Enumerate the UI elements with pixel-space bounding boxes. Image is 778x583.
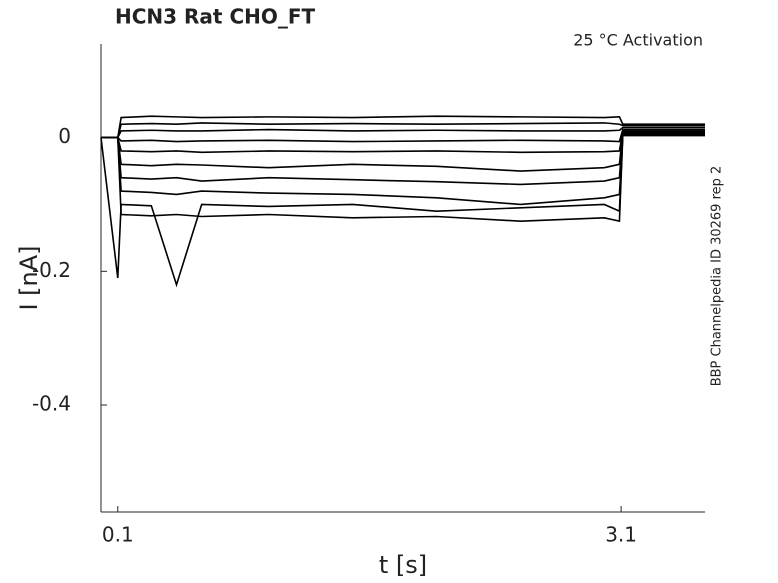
side-note: BBP Channelpedia ID 30269 rep 2 [710, 166, 725, 387]
chart-title: HCN3 Rat CHO_FT [115, 5, 316, 29]
y-axis-label: I [nA] [15, 245, 43, 310]
trace [101, 115, 705, 139]
trace [101, 134, 705, 223]
trace [101, 133, 705, 206]
trace [101, 130, 705, 154]
x-tick-label: 0.1 [102, 523, 134, 547]
annotation: 25 °C Activation [573, 31, 703, 50]
x-axis-label: t [s] [379, 551, 427, 579]
trace [101, 131, 705, 172]
y-tick-label: 0 [58, 124, 71, 148]
trace [101, 128, 705, 143]
trace [101, 132, 705, 186]
y-tick-label: -0.2 [32, 258, 71, 282]
trace [101, 122, 705, 139]
y-tick-label: -0.4 [32, 392, 71, 416]
trace [101, 126, 705, 139]
x-tick-label: 3.1 [605, 523, 637, 547]
trace [100, 134, 705, 288]
